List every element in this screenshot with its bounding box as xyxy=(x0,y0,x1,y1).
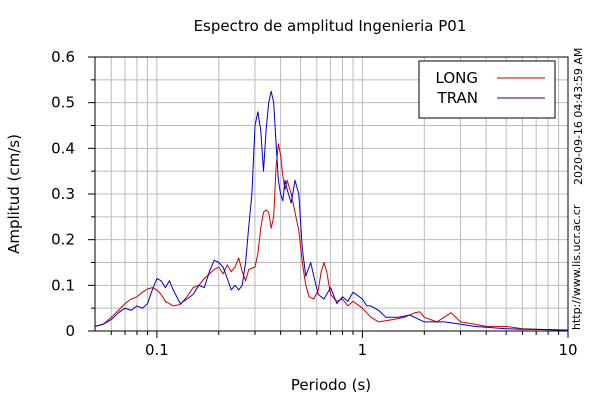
x-axis-title: Periodo (s) xyxy=(291,376,371,394)
y-tick-label: 0 xyxy=(65,322,75,340)
y-tick-label: 0.3 xyxy=(51,185,75,203)
tick-labels: 0.1 1 10 0 0.1 0.2 0.3 0.4 0.5 0.6 xyxy=(51,48,577,359)
y-axis-title: Amplitud (cm/s) xyxy=(5,134,23,254)
chart-title: Espectro de amplitud Ingenieria P01 xyxy=(194,17,467,35)
x-tick-label: 1 xyxy=(358,341,368,359)
series-line-long xyxy=(94,143,569,331)
x-tick-label: 0.1 xyxy=(145,341,169,359)
legend-label: LONG xyxy=(436,69,478,87)
y-tick-label: 0.6 xyxy=(51,48,75,66)
y-tick-label: 0.5 xyxy=(51,94,75,112)
y-tick-label: 0.2 xyxy=(51,231,75,249)
url-label: http://www.lis.ucr.ac.cr xyxy=(570,204,583,330)
y-tick-label: 0.1 xyxy=(51,276,75,294)
y-tick-label: 0.4 xyxy=(51,139,75,157)
axis-ticks xyxy=(88,56,569,338)
timestamp-label: 2020-09-16 04:43:59 AM xyxy=(572,48,585,185)
legend-label: TRAN xyxy=(437,89,478,107)
legend-box xyxy=(418,60,556,119)
series-line-tran xyxy=(94,90,569,331)
grid xyxy=(95,57,568,331)
legend: LONG TRAN xyxy=(418,60,556,119)
x-tick-label: 10 xyxy=(558,341,577,359)
series-group xyxy=(94,90,569,331)
